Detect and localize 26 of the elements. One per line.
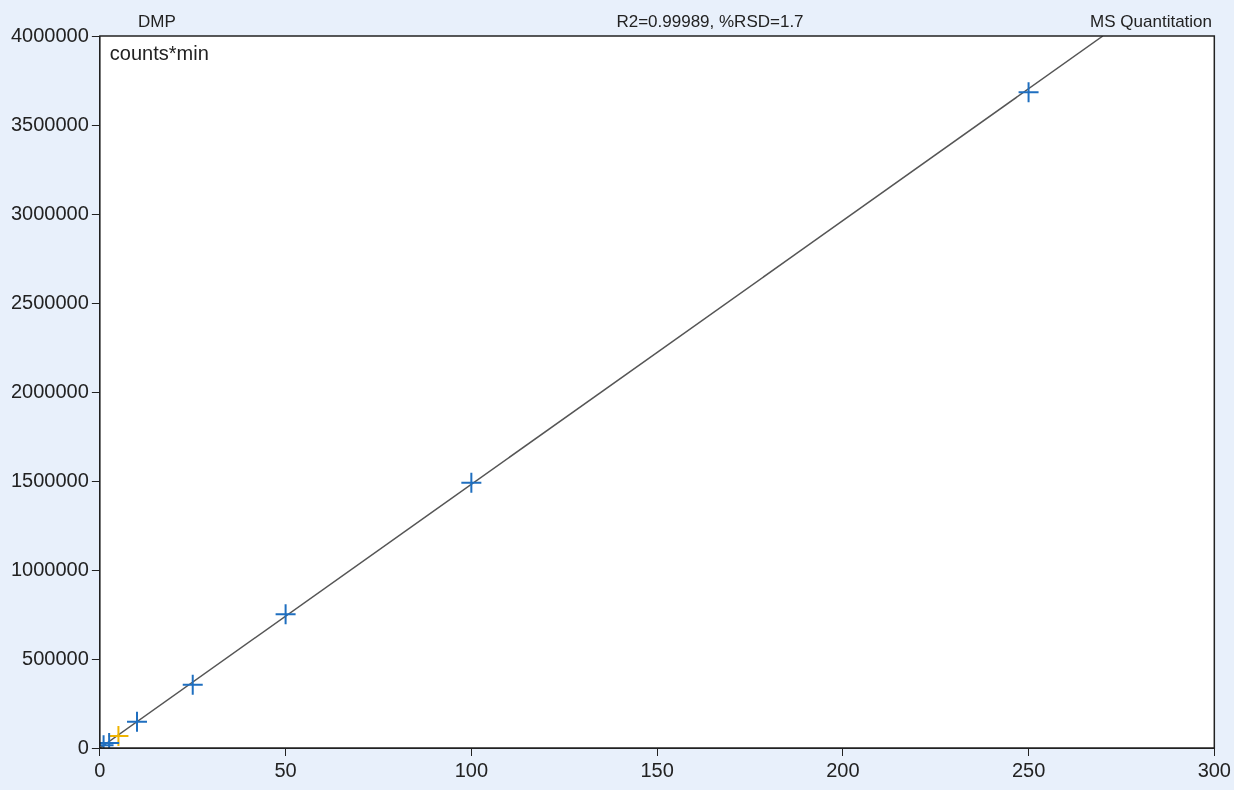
x-tick-label: 0 <box>94 758 106 781</box>
point <box>274 603 297 626</box>
point <box>460 471 483 494</box>
y-axis-title: counts*min <box>109 41 209 64</box>
y-tick-label: 2000000 <box>10 379 89 402</box>
chart-title: DMP <box>138 12 176 32</box>
y-tick-label: 3000000 <box>10 201 89 224</box>
x-tick-label: 150 <box>640 758 674 781</box>
y-tick-label: 1500000 <box>10 468 89 491</box>
y-tick-label: 3500000 <box>10 112 89 135</box>
y-tick-label: 4000000 <box>10 23 89 46</box>
x-tick-label: 100 <box>454 758 489 781</box>
y-tick-label: 0 <box>77 735 89 758</box>
point <box>107 724 130 747</box>
y-tick-label: 1000000 <box>10 557 89 580</box>
point <box>126 710 149 733</box>
chart-subtitle: R2=0.99989, %RSD=1.7 <box>615 12 805 32</box>
point <box>181 673 204 696</box>
x-tick-label: 50 <box>274 758 297 781</box>
y-tick-label: 2500000 <box>10 290 89 313</box>
x-tick-label: 200 <box>826 758 860 781</box>
x-tick-label: 250 <box>1011 758 1046 781</box>
text: MS Quantitation <box>1090 12 1212 32</box>
point <box>1017 81 1040 104</box>
y-tick-label: 500000 <box>22 646 89 669</box>
x-tick-label: 300 <box>1197 758 1231 781</box>
